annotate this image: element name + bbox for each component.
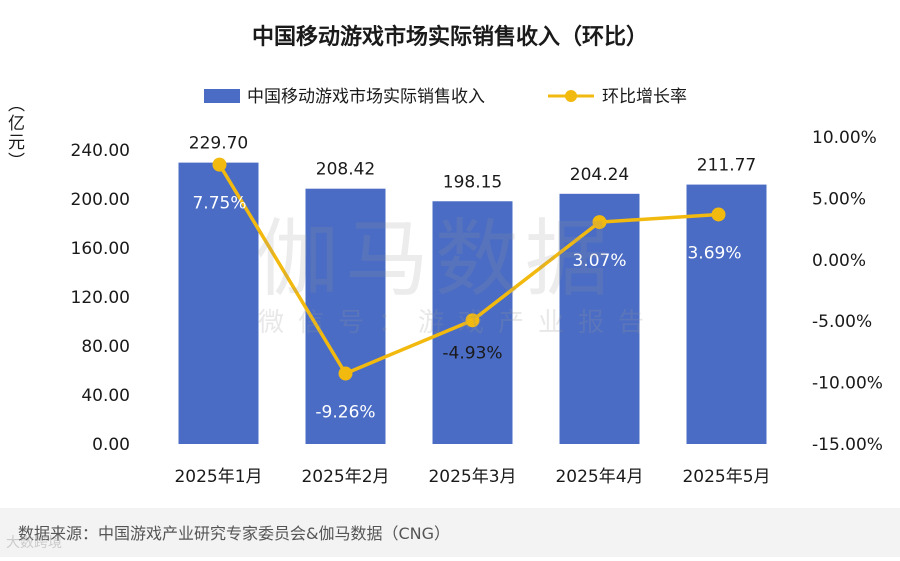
chart-title: 中国移动游戏市场实际销售收入（环比） <box>252 24 648 50</box>
growth-point <box>338 366 353 381</box>
y-axis-left-ticks: 240.00 200.00 160.00 120.00 80.00 40.00 0.00 <box>71 141 130 455</box>
legend: 中国移动游戏市场实际销售收入 环比增长率 <box>204 87 687 107</box>
bar-value-label: 211.77 <box>697 156 756 176</box>
y-left-tick-label: 240.00 <box>71 141 130 161</box>
x-tick-label: 2025年1月 <box>174 467 262 487</box>
y-left-tick-label: 40.00 <box>81 386 130 406</box>
growth-point <box>465 313 480 328</box>
legend-line-label: 环比增长率 <box>602 87 687 107</box>
y-right-tick-label: 0.00% <box>812 251 866 271</box>
y-right-tick-label: 10.00% <box>812 128 877 148</box>
bar-value-label: 208.42 <box>316 160 375 180</box>
x-tick-label: 2025年5月 <box>682 467 770 487</box>
x-tick-label: 2025年2月 <box>301 467 389 487</box>
growth-point <box>592 215 607 230</box>
corner-watermark: 大数跨境 <box>6 535 62 551</box>
legend-line-marker <box>565 90 577 102</box>
y-right-tick-label: 5.00% <box>812 189 866 209</box>
growth-point-label: -4.93% <box>442 343 502 363</box>
y-left-tick-label: 0.00 <box>92 435 130 455</box>
legend-bar-label: 中国移动游戏市场实际销售收入 <box>247 87 485 107</box>
bar-value-label: 198.15 <box>443 172 502 192</box>
y-axis-left-label: （亿元） <box>4 95 25 171</box>
bar <box>305 188 386 444</box>
y-left-tick-label: 80.00 <box>81 337 130 357</box>
growth-point-label: -9.26% <box>315 403 375 423</box>
source-footer: 数据来源：中国游戏产业研究专家委员会&伽马数据（CNG） <box>0 508 900 557</box>
growth-point-label: 3.69% <box>687 243 741 263</box>
bar <box>686 184 767 444</box>
y-axis-right-ticks: 10.00% 5.00% 0.00% -5.00% -10.00% -15.00% <box>812 128 883 455</box>
growth-point-label: 3.07% <box>572 251 626 271</box>
growth-point <box>711 207 726 222</box>
y-right-tick-label: -10.00% <box>812 374 883 394</box>
y-left-tick-label: 200.00 <box>71 190 130 210</box>
bars-group: 229.70 208.42 198.15 204.24 211.77 <box>178 134 767 444</box>
x-tick-label: 2025年4月 <box>555 467 643 487</box>
growth-point <box>212 157 227 172</box>
legend-bar-swatch <box>204 89 240 103</box>
source-text: 数据来源：中国游戏产业研究专家委员会&伽马数据（CNG） <box>18 524 451 543</box>
x-tick-label: 2025年3月 <box>428 467 516 487</box>
y-left-tick-label: 120.00 <box>71 288 130 308</box>
bar-value-label: 229.70 <box>189 134 248 154</box>
y-left-tick-label: 160.00 <box>71 239 130 259</box>
y-right-tick-label: -15.00% <box>812 435 883 455</box>
bar <box>559 193 640 444</box>
bar-value-label: 204.24 <box>570 165 629 185</box>
growth-point-label: 7.75% <box>192 194 246 214</box>
y-right-tick-label: -5.00% <box>812 312 872 332</box>
growth-line-group: 7.75% -9.26% -4.93% 3.07% 3.69% <box>192 157 742 423</box>
x-axis-ticks: 2025年1月 2025年2月 2025年3月 2025年4月 2025年5月 <box>174 467 770 487</box>
